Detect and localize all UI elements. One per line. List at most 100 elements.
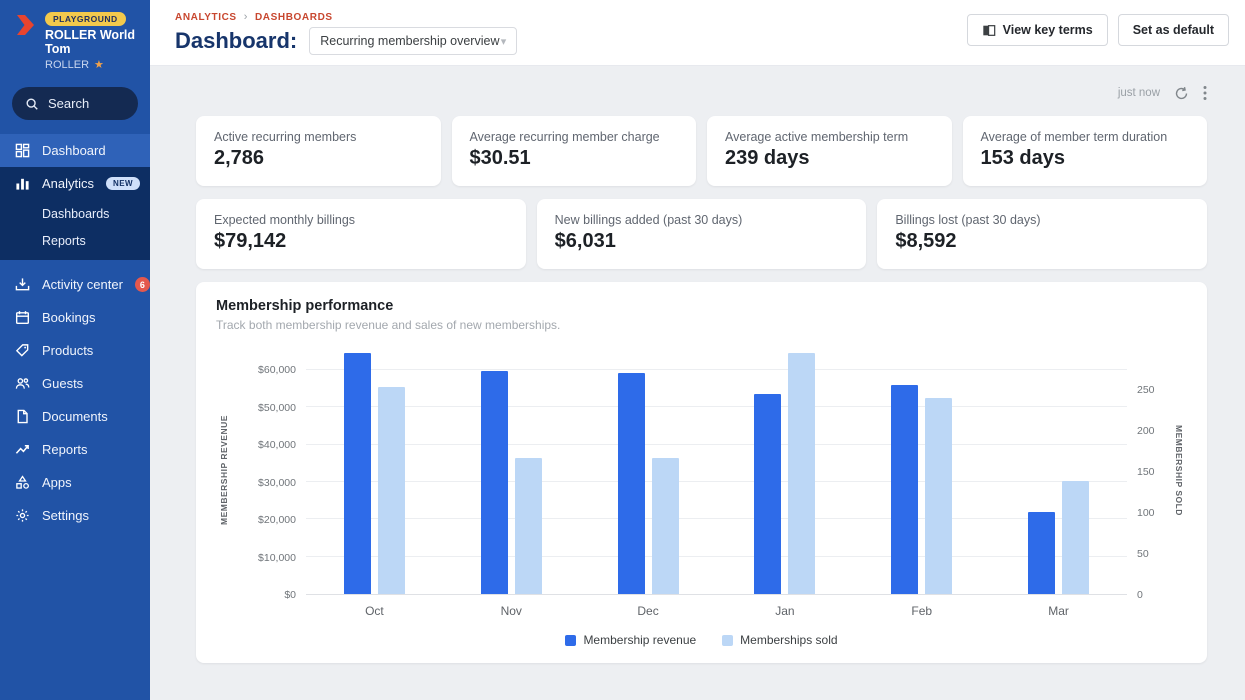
more-options-icon[interactable] [1203,85,1207,101]
sidebar-item-label: Settings [42,508,89,523]
bar-memberships-sold-jan[interactable] [788,353,816,594]
bar-group-jan [716,346,853,594]
book-icon [982,24,995,36]
refresh-toolbar: just now [196,84,1207,102]
dashboard-content: just now Active recurring members 2,786 … [150,66,1245,700]
left-tick-label: $60,000 [258,364,296,376]
right-tick-label: 150 [1137,466,1155,479]
gridline [306,480,1127,482]
set-as-default-button[interactable]: Set as default [1117,14,1229,46]
gridline [306,555,1127,557]
roller-logo-icon[interactable] [12,12,38,38]
sidebar-item-label: Documents [42,409,108,424]
kpi-value: 2,786 [214,147,265,169]
left-tick-label: $0 [284,589,296,601]
legend-item-membership-revenue[interactable]: Membership revenue [565,633,696,647]
bar-group-nov [443,346,580,594]
sidebar-item-guests[interactable]: Guests [0,367,150,400]
gridline [306,443,1127,445]
account-name: ROLLER World Tom [45,28,136,56]
sidebar-item-products[interactable]: Products [0,334,150,367]
bar-memberships-sold-oct[interactable] [377,387,405,594]
shapes-icon [14,475,30,491]
right-tick-label: 200 [1137,425,1155,438]
sidebar-item-dashboard[interactable]: Dashboard [0,134,150,167]
kpi-card-avg-term-duration: Average of member term duration 153 days [962,116,1207,186]
document-icon [14,409,30,425]
right-axis-title: MEMBERSHIP SOLD [1174,425,1184,516]
legend-label: Membership revenue [583,633,697,647]
chart-subtitle: Track both membership revenue and sales … [216,318,561,332]
bar-memberships-sold-mar[interactable] [1062,480,1090,594]
bar-membership-revenue-nov[interactable] [480,370,508,594]
sidebar-subitem-reports[interactable]: Reports [42,233,86,248]
refresh-icon[interactable] [1174,86,1189,101]
bar-membership-revenue-mar[interactable] [1028,512,1056,594]
calendar-icon [14,310,30,326]
view-key-terms-button[interactable]: View key terms [966,14,1108,46]
kpi-value: $30.51 [469,147,531,169]
sidebar-item-activity-center[interactable]: Activity center 6 [0,268,150,301]
left-axis-title: MEMBERSHIP REVENUE [219,415,229,526]
breadcrumb-dashboards[interactable]: DASHBOARDS [254,11,333,23]
dashboard-icon [14,143,30,159]
kpi-card-active-members: Active recurring members 2,786 [196,116,441,186]
bar-membership-revenue-jan[interactable] [754,393,782,594]
x-axis-label: Oct [365,604,384,618]
kpi-value: $79,142 [214,230,287,252]
gridline [306,368,1127,370]
star-icon: ★ [94,59,104,71]
x-axis-label: Jan [775,604,795,618]
breadcrumb-analytics[interactable]: ANALYTICS [175,11,237,23]
kpi-card-new-billings: New billings added (past 30 days) $6,031 [536,199,867,269]
left-tick-label: $30,000 [258,476,296,489]
new-badge: NEW [106,177,140,190]
page-title: Dashboard: [175,28,298,53]
bar-memberships-sold-feb[interactable] [925,398,953,594]
x-axis-label: Mar [1048,604,1069,618]
sidebar-item-analytics[interactable]: Analytics NEW [0,167,150,200]
legend-swatch-icon [565,634,577,646]
dashboard-select[interactable]: Recurring membership overview ▾ [309,27,518,55]
sidebar-item-bookings[interactable]: Bookings [0,301,150,334]
breadcrumb-separator-icon: › [243,11,248,23]
sidebar-item-reports[interactable]: Reports [0,433,150,466]
kpi-card-avg-active-term: Average active membership term 239 days [707,116,952,186]
bar-membership-revenue-dec[interactable] [617,372,645,594]
tag-icon [14,343,30,359]
gridline [306,518,1127,520]
activity-center-icon [14,277,30,293]
bar-group-mar [990,346,1127,594]
kpi-row-1: Active recurring members 2,786 Average r… [196,116,1207,186]
last-refreshed-label: just now [1117,87,1160,99]
right-tick-label: 50 [1137,548,1149,561]
sidebar-item-label: Apps [42,475,72,490]
legend-label: Memberships sold [740,633,838,647]
kpi-value: 239 days [725,147,810,169]
search-label: Search [48,96,90,111]
kpi-card-avg-charge: Average recurring member charge $30.51 [451,116,696,186]
sidebar-item-label: Dashboard [42,143,106,158]
bar-memberships-sold-dec[interactable] [651,457,679,594]
kpi-value: $8,592 [895,230,957,252]
sidebar-item-label: Guests [42,376,84,391]
chevron-down-icon: ▾ [500,35,507,48]
bar-memberships-sold-nov[interactable] [514,457,542,594]
bar-group-dec [580,346,717,594]
sidebar-subitem-dashboards[interactable]: Dashboards [42,206,110,221]
x-axis-label: Dec [637,604,659,618]
search-input[interactable]: Search [12,87,138,120]
bar-membership-revenue-feb[interactable] [891,384,919,594]
activity-count-badge: 6 [134,277,150,292]
sidebar-item-documents[interactable]: Documents [0,400,150,433]
left-tick-label: $20,000 [258,514,296,526]
venue-name: ROLLER [45,58,90,71]
sidebar-nav: Dashboard Analytics NEW Dashboards Repor… [0,134,150,532]
bar-membership-revenue-oct[interactable] [343,353,371,594]
sidebar-item-apps[interactable]: Apps [0,466,150,499]
environment-badge: PLAYGROUND [45,12,126,26]
legend-item-memberships-sold[interactable]: Memberships sold [722,633,838,647]
kpi-value: $6,031 [554,230,616,252]
sidebar-item-settings[interactable]: Settings [0,499,150,532]
dashboard-select-value: Recurring membership overview [320,34,500,48]
